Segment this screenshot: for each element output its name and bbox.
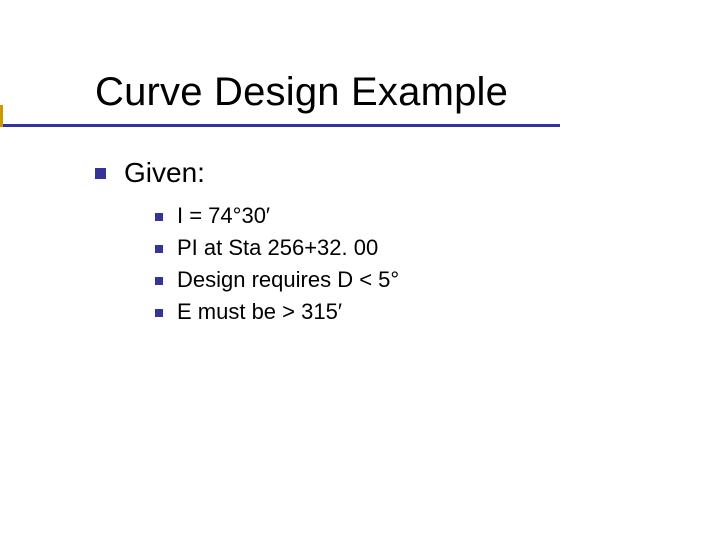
bullet-level2-text: I = 74°30′ [177, 203, 270, 229]
bullet-level2-list: I = 74°30′ PI at Sta 256+32. 00 Design r… [155, 203, 720, 325]
bullet-level2-item: E must be > 315′ [155, 299, 720, 325]
bullet-level1: Given: [95, 157, 720, 189]
slide: Curve Design Example Given: I = 74°30′ P… [0, 0, 720, 540]
square-bullet-icon [155, 213, 163, 221]
slide-body: Given: I = 74°30′ PI at Sta 256+32. 00 D… [95, 157, 720, 325]
bullet-level2-text: Design requires D < 5° [177, 267, 399, 293]
bullet-level2-item: I = 74°30′ [155, 203, 720, 229]
square-bullet-icon [155, 245, 163, 253]
slide-title: Curve Design Example [95, 70, 720, 115]
square-bullet-icon [155, 277, 163, 285]
bullet-level2-text: PI at Sta 256+32. 00 [177, 235, 378, 261]
title-block: Curve Design Example [95, 70, 720, 115]
bullet-level1-text: Given: [124, 157, 205, 189]
square-bullet-icon [95, 168, 106, 179]
title-underline [0, 124, 560, 127]
square-bullet-icon [155, 309, 163, 317]
bullet-level2-item: Design requires D < 5° [155, 267, 720, 293]
bullet-level2-item: PI at Sta 256+32. 00 [155, 235, 720, 261]
title-tick-accent [0, 105, 3, 127]
bullet-level2-text: E must be > 315′ [177, 299, 342, 325]
